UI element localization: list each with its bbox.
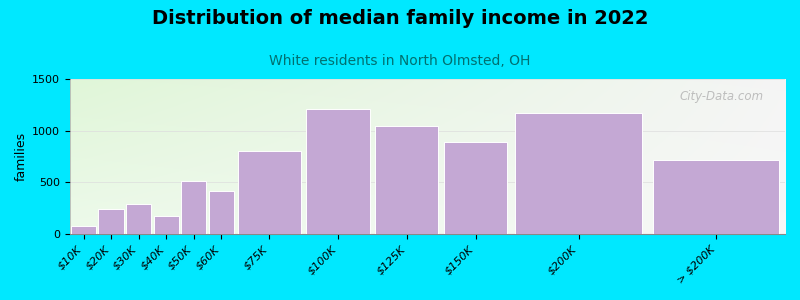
Text: Distribution of median family income in 2022: Distribution of median family income in … xyxy=(152,9,648,28)
Bar xyxy=(238,151,301,234)
Text: City-Data.com: City-Data.com xyxy=(679,90,763,103)
Text: White residents in North Olmsted, OH: White residents in North Olmsted, OH xyxy=(270,54,530,68)
Bar xyxy=(181,181,206,234)
Bar xyxy=(126,204,151,234)
Bar xyxy=(154,216,179,234)
Bar xyxy=(515,113,642,234)
Bar xyxy=(71,226,96,234)
Bar xyxy=(209,191,234,234)
Bar xyxy=(653,160,779,234)
Y-axis label: families: families xyxy=(15,132,28,181)
Bar xyxy=(98,209,124,234)
Bar xyxy=(306,109,370,234)
Bar xyxy=(444,142,507,234)
Bar xyxy=(375,127,438,234)
